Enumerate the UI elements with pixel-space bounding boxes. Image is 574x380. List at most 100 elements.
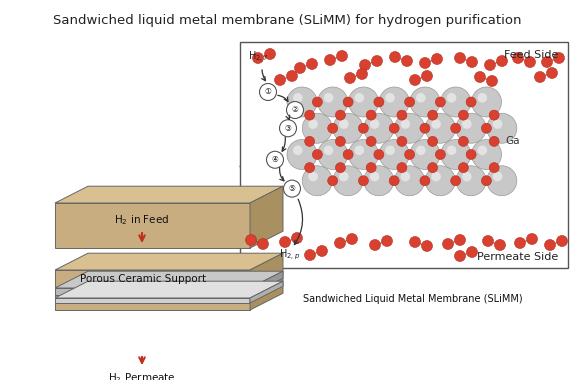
Circle shape (455, 250, 466, 261)
Text: H$_2$ Permeate: H$_2$ Permeate (108, 371, 176, 380)
Circle shape (455, 234, 466, 245)
Circle shape (302, 166, 332, 196)
Circle shape (366, 136, 376, 146)
Circle shape (471, 139, 502, 169)
Circle shape (308, 119, 318, 129)
Circle shape (366, 110, 376, 120)
Circle shape (410, 139, 440, 169)
Circle shape (307, 59, 317, 70)
Circle shape (292, 233, 302, 244)
Circle shape (435, 149, 445, 160)
Circle shape (428, 163, 437, 173)
Circle shape (336, 51, 347, 62)
Circle shape (421, 241, 432, 252)
Circle shape (333, 166, 363, 196)
Circle shape (484, 60, 495, 71)
Text: H$_{2,p}$: H$_{2,p}$ (280, 248, 301, 262)
Circle shape (385, 146, 395, 155)
Circle shape (420, 176, 430, 186)
Circle shape (401, 55, 413, 66)
Circle shape (466, 149, 476, 160)
Circle shape (343, 149, 353, 160)
Circle shape (335, 136, 346, 146)
Circle shape (258, 239, 269, 250)
Text: Porous Ceramic Support: Porous Ceramic Support (80, 274, 206, 283)
Bar (240, 42, 568, 268)
Circle shape (459, 110, 468, 120)
Circle shape (339, 172, 348, 181)
Circle shape (493, 172, 502, 181)
Circle shape (293, 146, 302, 155)
Text: Sandwiched Liquid Metal Membrane (SLiMM): Sandwiched Liquid Metal Membrane (SLiMM) (303, 294, 522, 304)
Circle shape (416, 146, 425, 155)
Circle shape (328, 123, 338, 133)
Circle shape (493, 119, 502, 129)
Circle shape (312, 149, 323, 160)
Circle shape (428, 110, 437, 120)
Circle shape (482, 176, 491, 186)
Circle shape (374, 97, 384, 107)
Polygon shape (250, 186, 283, 248)
Circle shape (441, 139, 471, 169)
Circle shape (308, 172, 318, 181)
Text: Sandwiched liquid metal membrane (SLiMM) for hydrogen purification: Sandwiched liquid metal membrane (SLiMM)… (53, 14, 521, 27)
Polygon shape (250, 271, 283, 295)
Circle shape (358, 176, 369, 186)
Circle shape (304, 250, 316, 261)
Polygon shape (55, 298, 250, 303)
Circle shape (546, 68, 557, 79)
Circle shape (420, 57, 430, 68)
Text: ②: ② (292, 106, 298, 114)
Circle shape (366, 163, 376, 173)
Circle shape (335, 238, 346, 249)
Circle shape (541, 57, 553, 68)
Circle shape (478, 93, 487, 103)
Circle shape (355, 146, 364, 155)
Circle shape (294, 62, 305, 73)
Circle shape (462, 119, 472, 129)
Circle shape (553, 52, 564, 63)
Circle shape (287, 139, 317, 169)
Circle shape (514, 238, 526, 249)
Circle shape (328, 176, 338, 186)
Circle shape (370, 239, 381, 250)
Circle shape (370, 119, 379, 129)
Circle shape (318, 139, 348, 169)
Circle shape (280, 236, 290, 247)
Text: Permeate Side: Permeate Side (477, 252, 558, 262)
Circle shape (451, 176, 461, 186)
Circle shape (459, 163, 468, 173)
Circle shape (333, 113, 363, 143)
Text: H$_{2,f}$: H$_{2,f}$ (248, 50, 269, 65)
Circle shape (455, 52, 466, 63)
Circle shape (280, 120, 297, 137)
Circle shape (343, 97, 353, 107)
Circle shape (494, 239, 506, 250)
Circle shape (435, 97, 445, 107)
Circle shape (379, 87, 409, 117)
Circle shape (324, 93, 333, 103)
Circle shape (259, 84, 277, 100)
Circle shape (467, 247, 478, 258)
Text: Ga: Ga (506, 136, 520, 146)
Circle shape (425, 166, 455, 196)
Circle shape (431, 172, 441, 181)
Text: ③: ③ (285, 124, 292, 133)
Circle shape (425, 113, 455, 143)
Circle shape (483, 236, 494, 247)
Circle shape (316, 245, 328, 256)
Circle shape (466, 97, 476, 107)
Circle shape (525, 57, 536, 68)
Circle shape (421, 71, 432, 81)
Circle shape (374, 149, 384, 160)
Circle shape (305, 163, 315, 173)
Circle shape (397, 136, 407, 146)
Circle shape (347, 233, 358, 244)
Circle shape (324, 146, 333, 155)
Circle shape (487, 76, 498, 87)
Circle shape (475, 71, 486, 82)
Circle shape (462, 172, 472, 181)
Circle shape (312, 97, 323, 107)
Circle shape (390, 52, 401, 62)
Polygon shape (55, 253, 283, 270)
